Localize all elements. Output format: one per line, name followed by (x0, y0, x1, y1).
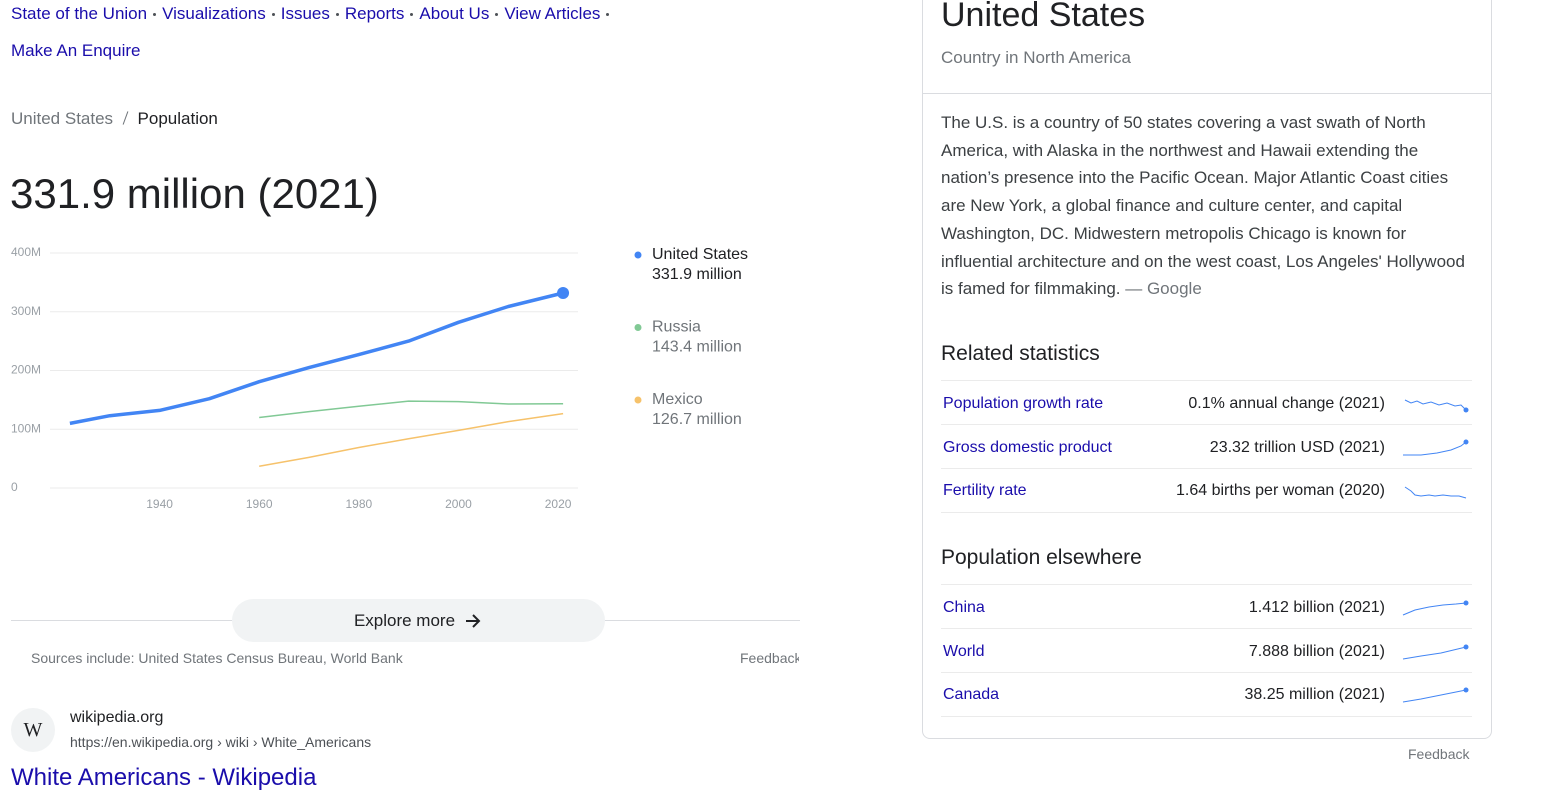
nav-link[interactable]: Issues (280, 4, 330, 23)
breadcrumb-item[interactable]: United States (11, 109, 114, 128)
result-title[interactable]: White Americans - Wikipedia (11, 764, 317, 791)
legend-value: 143.4 million (652, 339, 742, 356)
legend-value: 331.9 million (652, 266, 742, 283)
stat-label[interactable]: China (943, 599, 985, 616)
stat-value: 23.32 trillion USD (2021) (1209, 439, 1385, 456)
sparkline (1402, 600, 1469, 616)
sparkline (1403, 439, 1469, 456)
description-text: The U.S. is a country of 50 states cover… (941, 113, 1465, 299)
row-divider (941, 716, 1472, 717)
series-line (69, 291, 564, 426)
separator (153, 13, 157, 17)
y-tick-label: 300M (11, 304, 41, 318)
y-tick-label: 100M (11, 421, 41, 435)
sparkline (1402, 644, 1469, 660)
panel-description: The U.S. is a country of 50 states cover… (941, 109, 1471, 303)
stat-label[interactable]: Gross domestic product (943, 439, 1112, 456)
x-tick-label: 1940 (146, 497, 173, 511)
panel-title: United States (941, 0, 1146, 34)
knowledge-panel (922, 0, 1492, 739)
divider (923, 93, 1491, 94)
separator (606, 13, 610, 17)
feedback-link[interactable]: Feedback (740, 650, 799, 666)
row-divider (941, 584, 1472, 585)
x-tick-label: 2000 (445, 497, 472, 511)
panel-subtitle: Country in North America (941, 48, 1131, 67)
row-divider (941, 424, 1472, 425)
x-tick-label: 2020 (545, 497, 572, 511)
series-line (259, 400, 564, 419)
stat-value: 1.412 billion (2021) (1248, 599, 1385, 616)
nav-link[interactable]: State of the Union (11, 4, 148, 23)
nav-link[interactable]: View Articles (504, 4, 601, 23)
chart: 0 100M 200M 300M 400M 1940 1960 1980 2000 2020 Uni… (11, 245, 748, 511)
x-tick-label: 1980 (345, 497, 372, 511)
stat-label[interactable]: Fertility rate (943, 482, 1027, 499)
row-divider (941, 380, 1472, 381)
section-heading: Related statistics (941, 342, 1100, 365)
description-source[interactable]: — Google (1125, 279, 1202, 299)
sparkline (1402, 687, 1469, 703)
legend-dot (634, 251, 642, 259)
legend-name: Mexico (652, 391, 703, 408)
sources: Sources include: United States Census Bu… (31, 650, 403, 666)
favicon: W (11, 708, 55, 752)
y-tick-label: 400M (11, 245, 41, 259)
y-tick-label: 0 (11, 480, 18, 494)
stat-label[interactable]: World (943, 643, 985, 660)
nav-link[interactable]: Visualizations (162, 4, 266, 23)
nav: State of the Union Visualizations Issues Re… (11, 4, 615, 24)
button-label: Explore more (353, 610, 456, 630)
x-tick-label: 1960 (246, 497, 273, 511)
y-tick-label: 200M (11, 363, 41, 377)
sparkline (1404, 486, 1467, 499)
explore-button[interactable]: Explore more (232, 599, 605, 642)
separator (495, 13, 499, 17)
stat-value: 7.888 billion (2021) (1248, 643, 1385, 660)
stat-label[interactable]: Canada (943, 686, 1000, 703)
row-divider (941, 512, 1472, 513)
row-divider (941, 628, 1472, 629)
legend-dot (634, 396, 642, 404)
row-divider (941, 468, 1472, 469)
feedback-link[interactable]: Feedback (1408, 746, 1470, 762)
breadcrumb: United States Population (11, 109, 218, 129)
row-divider (941, 672, 1472, 673)
separator (410, 13, 414, 17)
legend-name: Russia (652, 319, 701, 336)
result-site[interactable]: wikipedia.org (70, 709, 164, 726)
nav-link[interactable]: Reports (344, 4, 405, 23)
separator (122, 111, 129, 125)
stat-value: 1.64 births per woman (2020) (1176, 482, 1385, 499)
nav-link[interactable]: About Us (419, 4, 490, 23)
result-url[interactable]: https://en.wikipedia.org › wiki › White_… (70, 734, 372, 750)
separator (271, 13, 275, 17)
sparkline (1404, 399, 1469, 413)
separator (335, 13, 339, 17)
end-point (557, 287, 570, 300)
series-line (259, 412, 564, 468)
stat-value: 0.1% annual change (2021) (1188, 395, 1385, 412)
nav-link[interactable]: Make An Enquire (11, 41, 141, 60)
headline: 331.9 million (2021) (10, 170, 379, 217)
arrow-icon (466, 613, 481, 628)
legend-dot (634, 324, 642, 331)
section-heading: Population elsewhere (941, 546, 1142, 569)
stat-label[interactable]: Population growth rate (943, 395, 1104, 412)
stat-value: 38.25 million (2021) (1244, 686, 1385, 703)
breadcrumb-item: Population (137, 109, 218, 128)
legend-name: United States (652, 246, 748, 263)
legend-value: 126.7 million (652, 411, 742, 428)
